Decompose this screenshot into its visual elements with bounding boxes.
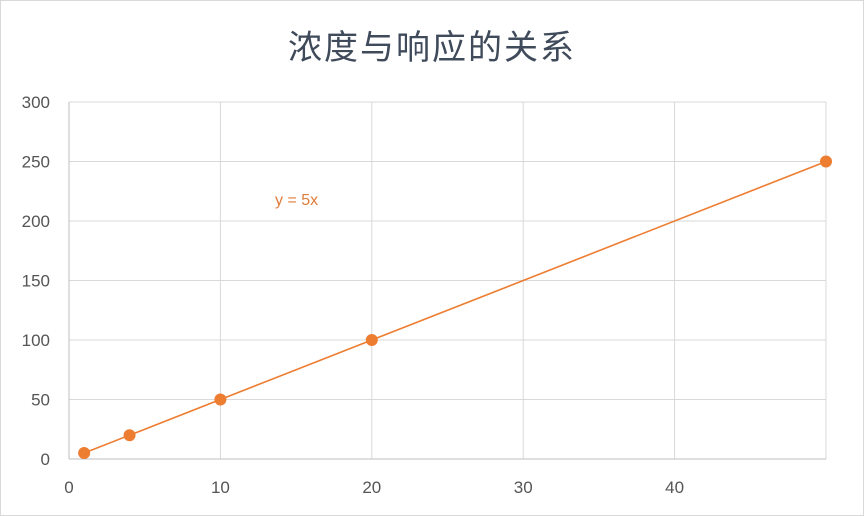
y-tick-label: 150 [22,272,50,291]
x-tick-label: 10 [211,478,230,497]
data-point [214,393,227,406]
data-point [78,447,91,460]
data-points [78,155,832,460]
tick-labels: 0 50 100 150 200 250 300 0 10 20 30 40 [22,93,684,497]
data-point [123,429,136,442]
x-tick-label: 0 [64,478,73,497]
data-point [365,334,378,346]
y-tick-label: 100 [22,331,50,350]
axes [68,102,826,460]
y-tick-label: 250 [22,153,50,172]
y-tick-label: 300 [22,93,50,112]
x-tick-label: 30 [514,478,533,497]
data-point [820,155,832,168]
chart-title: 浓度与响应的关系 [288,28,576,68]
trendline-line [83,160,827,454]
gridlines [69,101,827,459]
trendline-equation: y = 5x [275,192,318,209]
trendline [83,160,827,454]
y-tick-label: 50 [31,391,50,410]
y-tick-label: 200 [22,212,50,231]
x-tick-label: 20 [362,478,381,497]
x-tick-label: 40 [665,478,684,497]
y-tick-label: 0 [41,450,50,469]
